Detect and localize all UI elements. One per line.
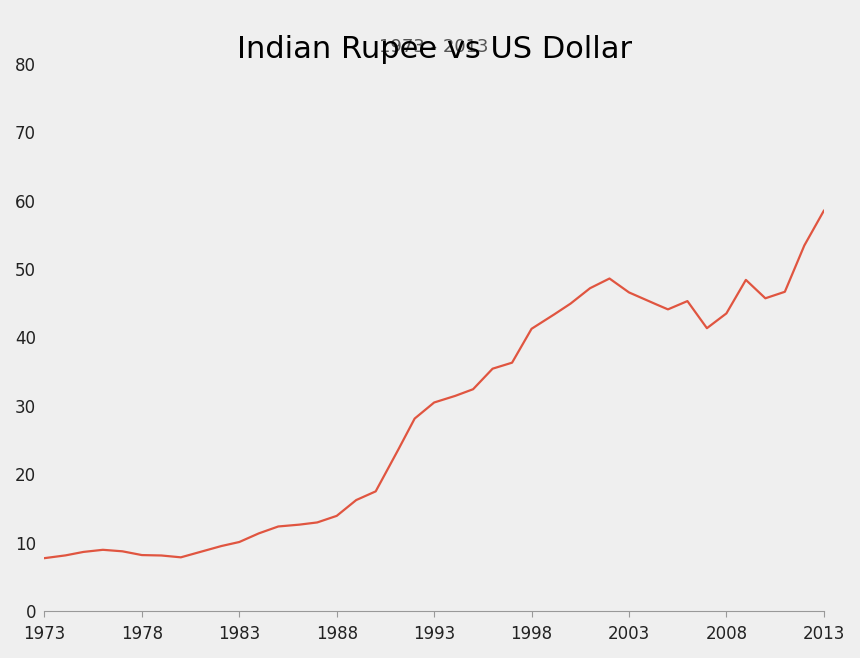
Title: Indian Rupee vs US Dollar: Indian Rupee vs US Dollar <box>237 35 632 64</box>
Text: 1973 - 2013: 1973 - 2013 <box>379 38 488 55</box>
